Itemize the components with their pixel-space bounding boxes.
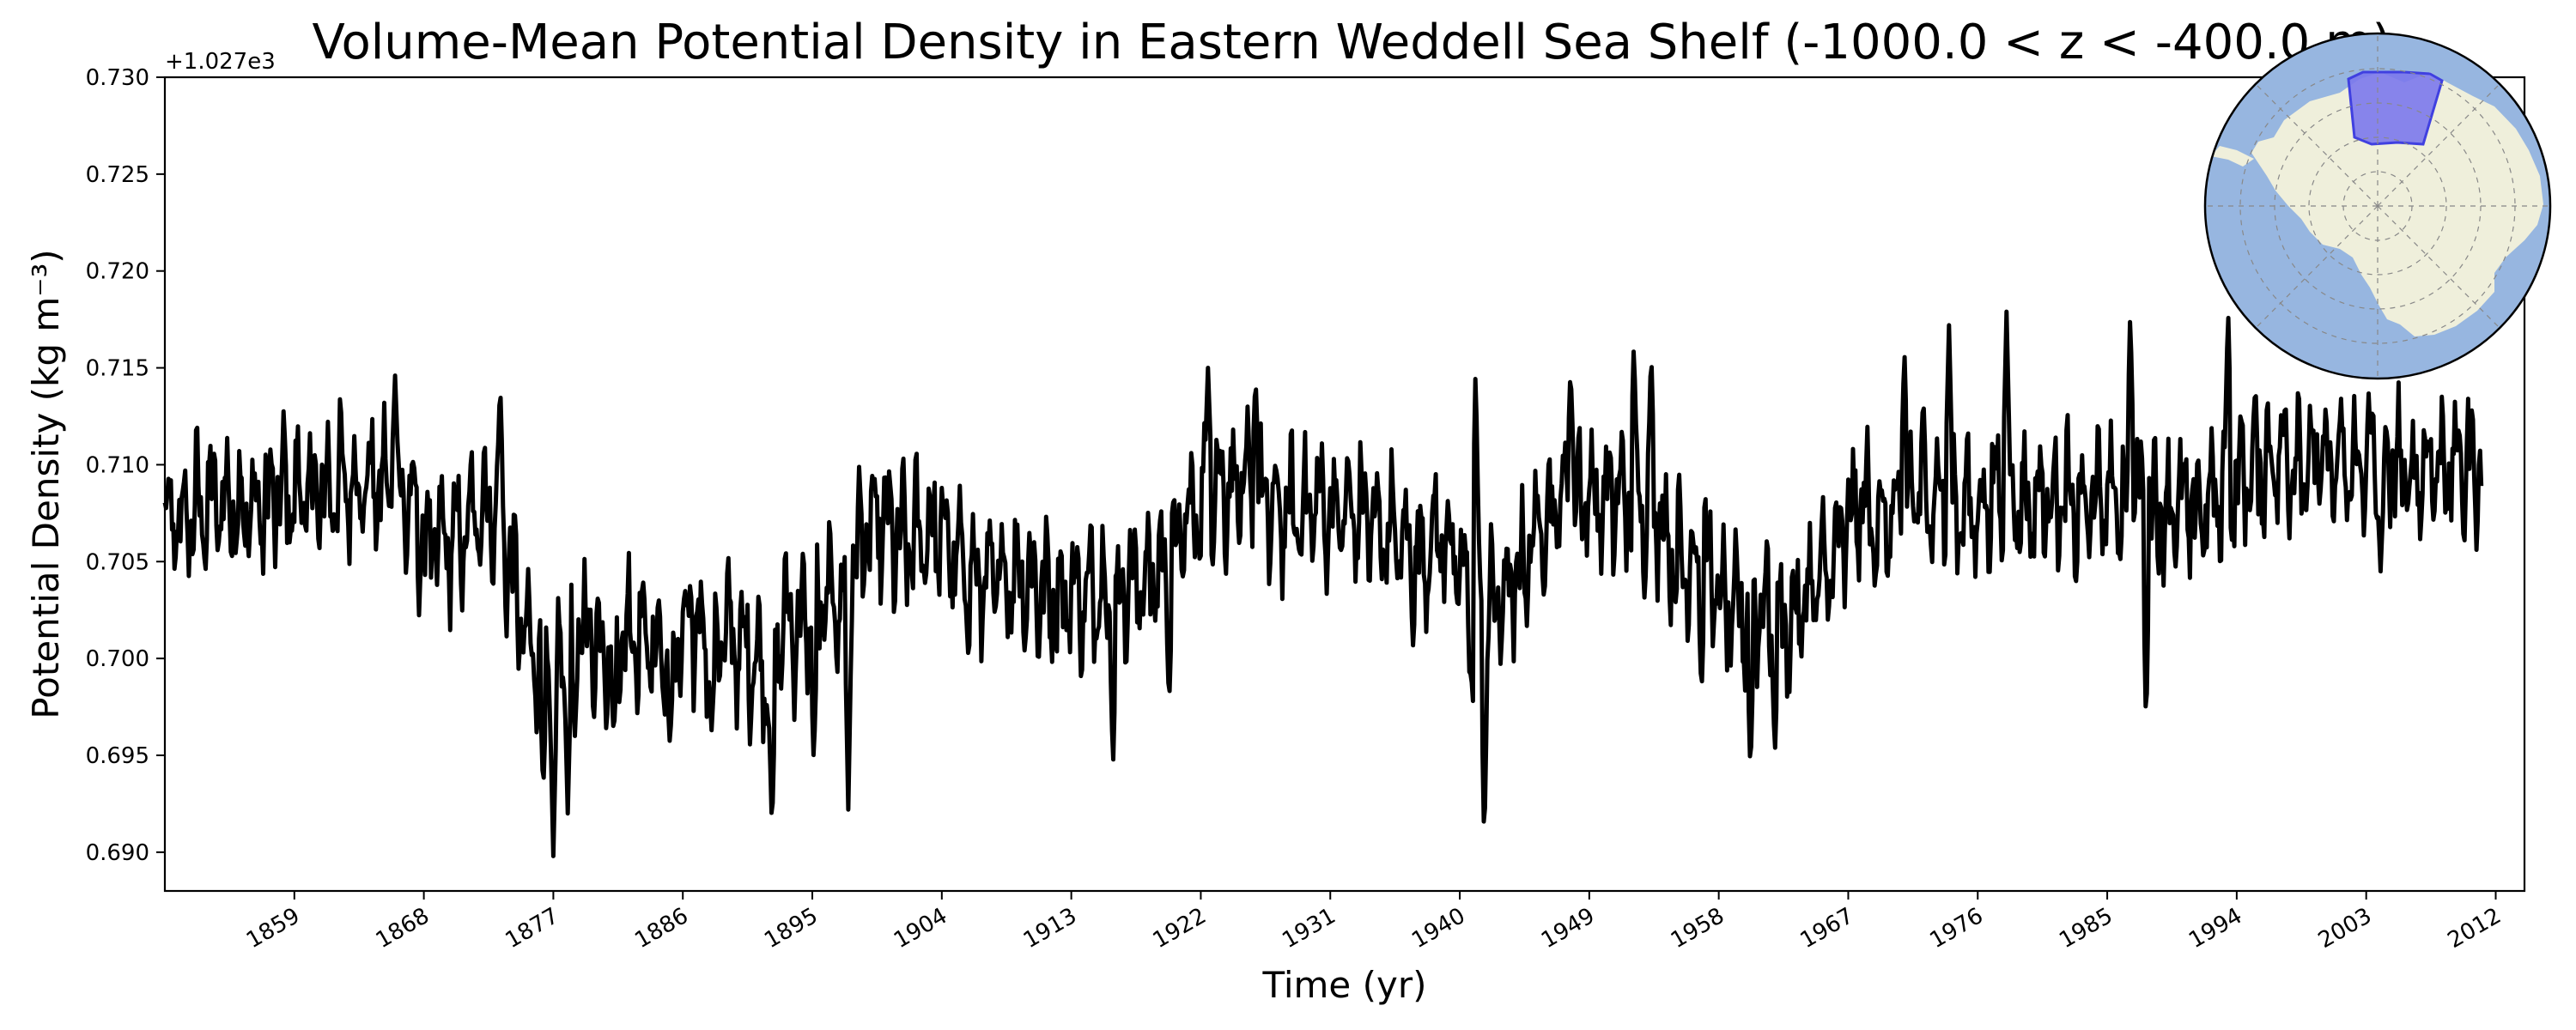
x-tick-label: 1913 bbox=[1019, 903, 1081, 954]
y-axis-label: Potential Density (kg m⁻³) bbox=[25, 249, 67, 718]
x-tick-label: 1904 bbox=[890, 903, 951, 954]
x-tick-label: 1994 bbox=[2184, 903, 2246, 954]
plot-frame bbox=[163, 76, 2526, 893]
y-tick-label: 0.710 bbox=[86, 452, 149, 478]
series-group bbox=[162, 309, 2484, 858]
map-meridian bbox=[2377, 83, 2500, 207]
map-meridian bbox=[2377, 205, 2500, 329]
x-tick-label: 2003 bbox=[2314, 903, 2376, 954]
x-tick-label: 2012 bbox=[2444, 903, 2506, 954]
x-tick-label: 1940 bbox=[1407, 903, 1469, 954]
x-tick-label: 1976 bbox=[1925, 903, 1987, 954]
map-weddell-region bbox=[2347, 70, 2444, 146]
map-border bbox=[2203, 32, 2552, 380]
x-tick-label: 1922 bbox=[1149, 903, 1211, 954]
y-axis: 0.690 0.695 0.700 0.705 0.710 0.715 0.720 0.725… bbox=[86, 65, 165, 866]
series-line bbox=[162, 309, 2484, 858]
x-tick-label: 1949 bbox=[1537, 903, 1599, 954]
y-tick-label: 0.695 bbox=[86, 743, 149, 769]
x-axis-label: Time (yr) bbox=[1261, 964, 1426, 1006]
x-tick-label: 1868 bbox=[372, 903, 434, 954]
x-tick-label: 1886 bbox=[630, 903, 692, 954]
x-tick-label: 1985 bbox=[2055, 903, 2117, 954]
x-axis: 1859 1868 1877 1886 1895 1904 1913 1922 1931 1940… bbox=[242, 891, 2506, 954]
map-meridians bbox=[2205, 33, 2550, 379]
map-meridian bbox=[2255, 205, 2379, 329]
x-tick-label: 1877 bbox=[501, 903, 563, 954]
map-meridian bbox=[2255, 83, 2379, 207]
y-tick-label: 0.725 bbox=[86, 162, 149, 188]
map-peninsula bbox=[2211, 146, 2254, 167]
y-offset-label: +1.027e3 bbox=[165, 49, 276, 75]
x-tick-label: 1958 bbox=[1667, 903, 1728, 954]
x-tick-label: 1931 bbox=[1278, 903, 1340, 954]
chart-title: Volume-Mean Potential Density in Eastern… bbox=[312, 15, 2391, 70]
y-tick-label: 0.715 bbox=[86, 356, 149, 382]
inset-map bbox=[2203, 32, 2552, 380]
x-tick-label: 1895 bbox=[760, 903, 822, 954]
y-tick-label: 0.705 bbox=[86, 549, 149, 575]
y-tick-label: 0.730 bbox=[86, 65, 149, 91]
x-tick-label: 1859 bbox=[242, 903, 304, 954]
y-tick-label: 0.690 bbox=[86, 840, 149, 866]
x-tick-label: 1967 bbox=[1796, 903, 1858, 954]
map-antarctica-land bbox=[2251, 72, 2543, 336]
map-grid-ring-2 bbox=[2308, 136, 2447, 276]
y-tick-label: 0.700 bbox=[86, 646, 149, 672]
y-tick-label: 0.720 bbox=[86, 259, 149, 285]
